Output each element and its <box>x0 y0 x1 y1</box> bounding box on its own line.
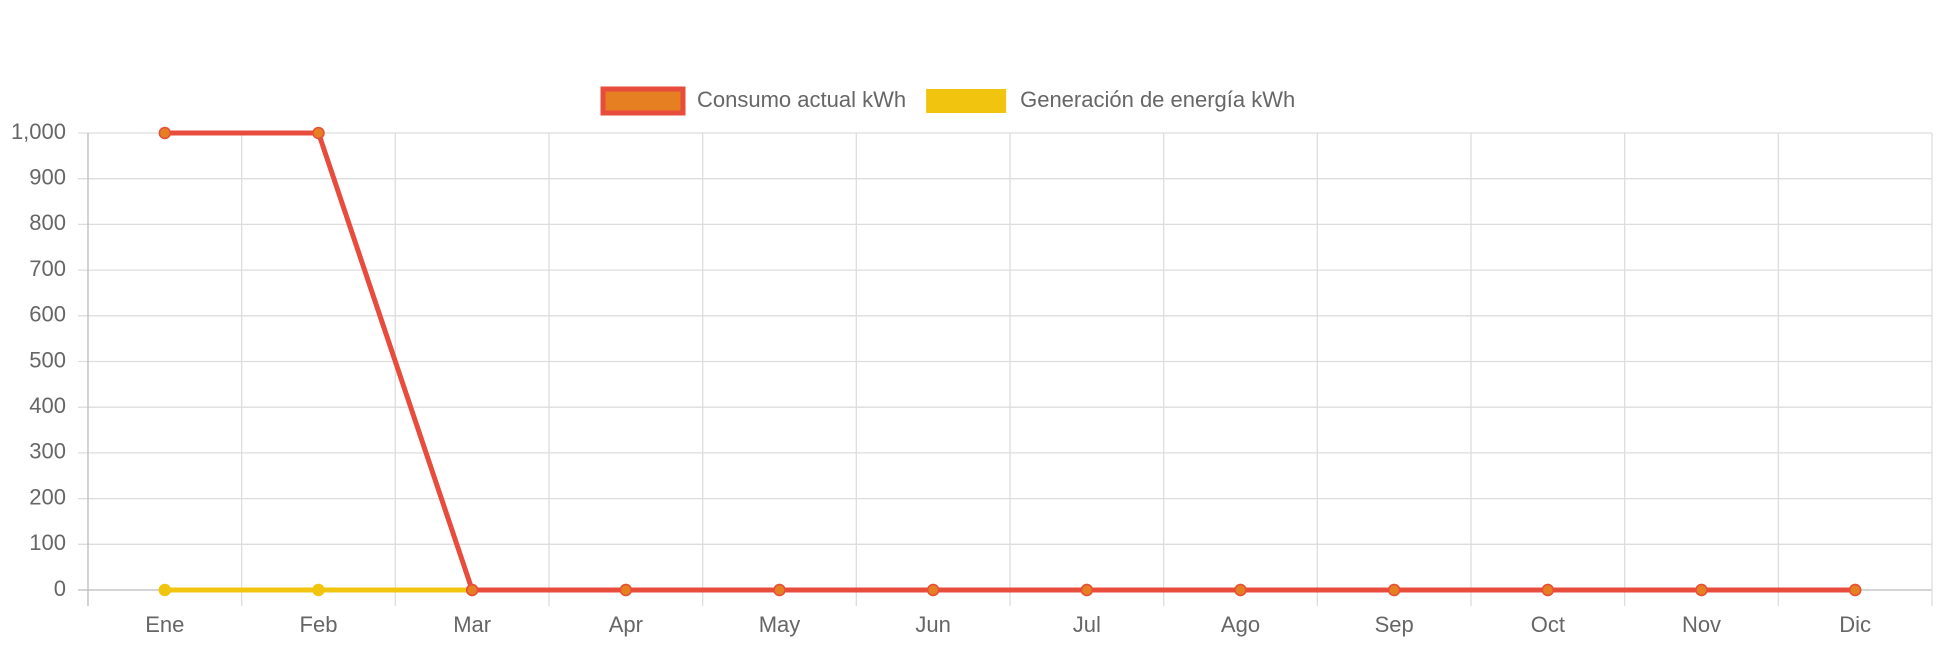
data-point <box>773 583 786 597</box>
data-point <box>1234 583 1247 597</box>
y-tick-label: 800 <box>29 210 66 235</box>
data-point <box>1541 583 1555 597</box>
y-tick-label: 400 <box>29 393 66 418</box>
data-point <box>1848 583 1862 597</box>
data-point <box>619 583 633 597</box>
data-point <box>1695 583 1708 597</box>
y-tick-label: 500 <box>29 347 66 372</box>
legend-label: Generación de energía kWh <box>1020 87 1295 112</box>
data-point <box>926 583 940 597</box>
x-tick-label: Ago <box>1221 612 1260 637</box>
legend-swatch <box>926 89 1007 113</box>
data-point <box>1387 583 1401 597</box>
y-tick-label: 200 <box>29 484 66 509</box>
y-tick-label: 0 <box>54 576 66 601</box>
legend-label: Consumo actual kWh <box>697 87 906 112</box>
x-tick-label: Mar <box>453 612 491 637</box>
y-tick-label: 100 <box>29 530 66 555</box>
x-tick-label: Nov <box>1682 612 1721 637</box>
data-point <box>158 583 172 597</box>
x-tick-label: Jul <box>1073 612 1101 637</box>
data-point <box>1080 583 1094 597</box>
y-tick-label: 600 <box>29 302 66 327</box>
y-tick-label: 300 <box>29 439 66 464</box>
y-tick-label: 900 <box>29 165 66 190</box>
legend-swatch <box>600 86 686 116</box>
x-tick-label: Ene <box>145 612 184 637</box>
data-point <box>465 583 479 597</box>
x-tick-label: Feb <box>300 612 338 637</box>
x-tick-label: Sep <box>1375 612 1414 637</box>
x-tick-label: Dic <box>1839 612 1871 637</box>
data-point <box>312 583 325 597</box>
series-line <box>164 130 1856 593</box>
y-tick-label: 1,000 <box>11 119 66 144</box>
data-point <box>158 126 172 140</box>
x-tick-label: Jun <box>915 612 950 637</box>
x-tick-label: Apr <box>609 612 643 637</box>
y-tick-label: 700 <box>29 256 66 281</box>
x-tick-label: Oct <box>1531 612 1565 637</box>
x-tick-label: May <box>759 612 801 637</box>
data-point <box>312 126 325 140</box>
